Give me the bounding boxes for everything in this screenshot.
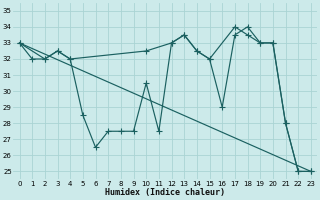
- X-axis label: Humidex (Indice chaleur): Humidex (Indice chaleur): [105, 188, 225, 197]
